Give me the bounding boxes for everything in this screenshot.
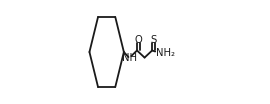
Text: NH₂: NH₂ [156,48,175,58]
Text: O: O [135,35,143,45]
Text: S: S [151,35,157,45]
Text: NH: NH [122,53,137,63]
